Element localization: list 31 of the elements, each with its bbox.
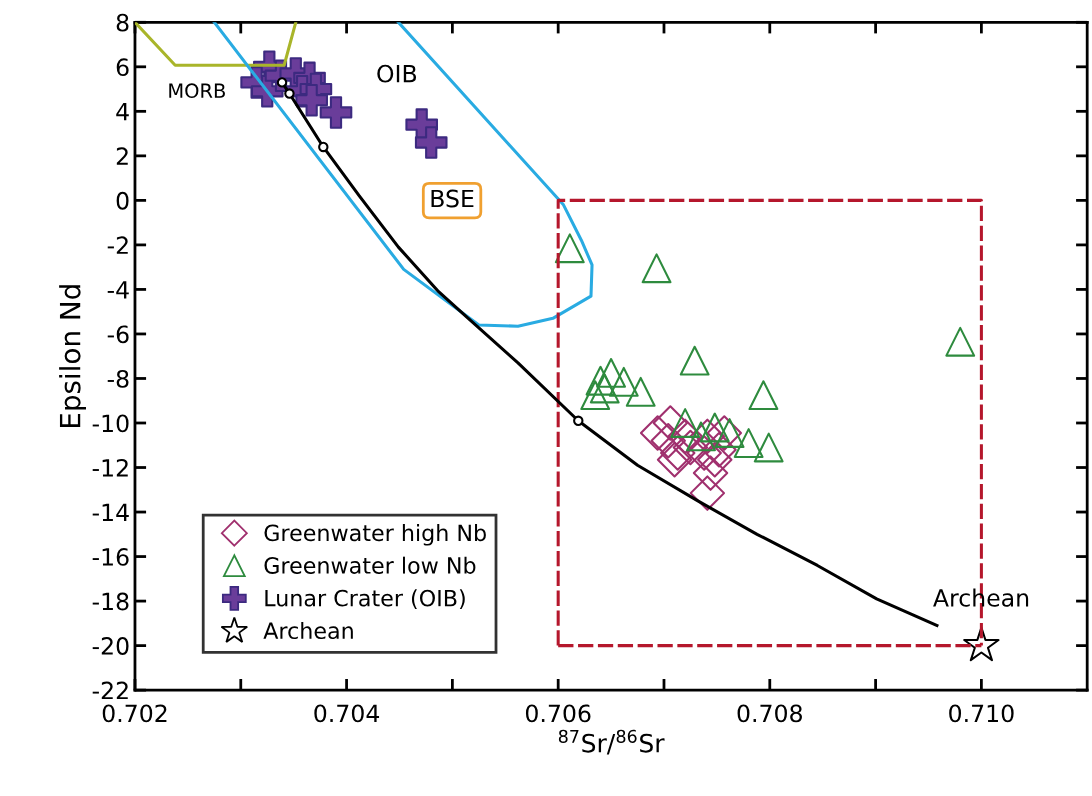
y-axis-title: Epsilon Nd (59, 285, 86, 427)
annotation: OIB (377, 64, 417, 83)
x-tick-label: 0.706 (525, 704, 591, 723)
y-tick-label: -4 (107, 281, 129, 299)
x-tick-label: 0.704 (314, 704, 380, 723)
y-tick-label: -22 (92, 681, 128, 700)
y-tick-label: -20 (92, 637, 129, 655)
y-tick-label: -10 (92, 414, 129, 433)
y-tick-label: 2 (116, 147, 128, 165)
annotation: BSE (431, 189, 474, 208)
y-tick-label: -8 (107, 369, 129, 388)
legend-label: Greenwater low Nb (264, 556, 476, 574)
annotation: Archean (933, 588, 1029, 607)
y-tick-label: 0 (116, 191, 129, 210)
x-tick-label: 0.710 (949, 704, 1014, 723)
y-tick-label: -16 (92, 548, 129, 566)
y-tick-label: -2 (107, 236, 128, 254)
x-axis-title: $^{87}$Sr/$^{86}$Sr (558, 729, 665, 755)
y-tick-label: 6 (116, 58, 129, 77)
y-tick-label: -18 (92, 592, 129, 611)
y-tick-label: -12 (92, 458, 128, 477)
annotation: MORB (169, 83, 225, 99)
y-tick-label: -14 (92, 503, 129, 522)
x-tick-label: 0.702 (102, 704, 167, 723)
legend-label: Archean (263, 621, 353, 640)
legend-label: Lunar Crater (OIB) (265, 589, 465, 610)
y-tick-label: -6 (107, 325, 129, 344)
y-tick-label: 8 (116, 13, 129, 32)
x-tick-label: 0.708 (737, 704, 802, 723)
legend-label: Greenwater high Nb (264, 524, 486, 546)
y-tick-label: 4 (116, 103, 129, 121)
